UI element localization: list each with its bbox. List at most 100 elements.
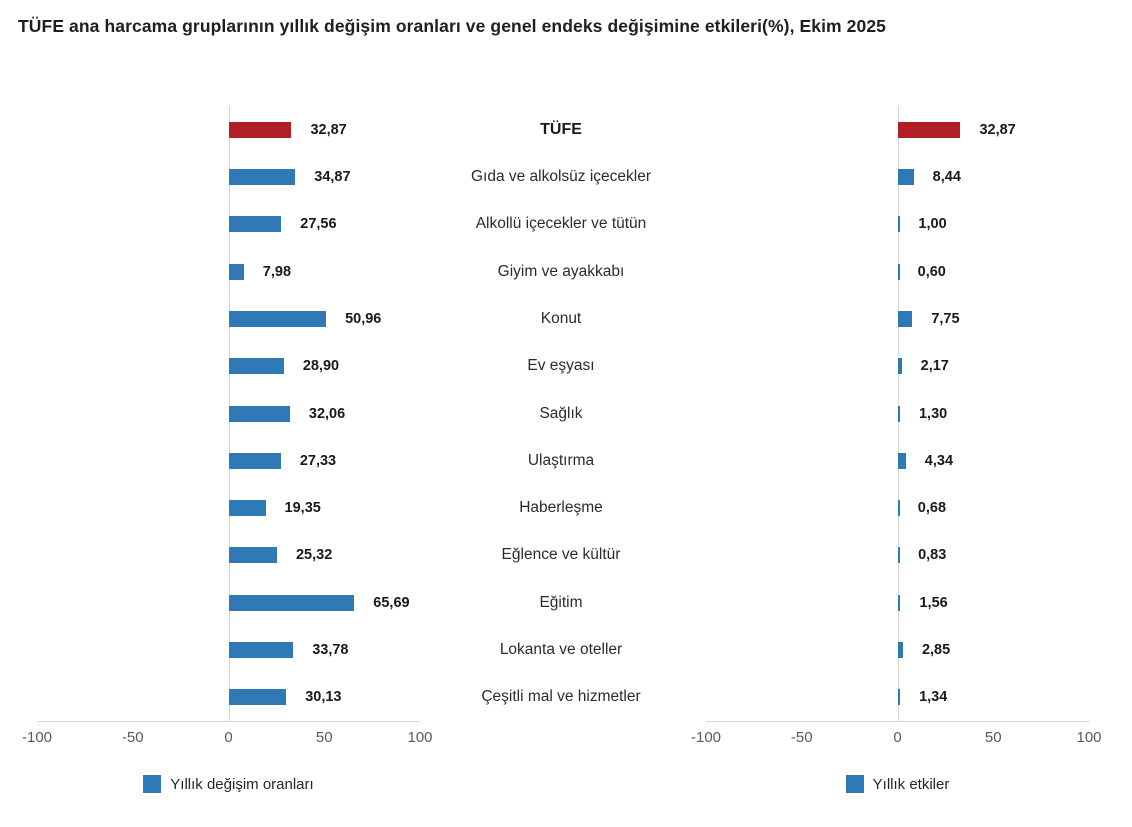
- category-label: TÜFE: [540, 120, 582, 138]
- tick-label: 100: [1076, 729, 1102, 746]
- legend-swatch-icon: [845, 775, 864, 793]
- x-axis-left: -100 -50 0 50 100: [22, 729, 433, 749]
- category-label: Eğlence ve kültür: [501, 546, 621, 564]
- bar-value-label: 4,34: [924, 452, 954, 469]
- bar-value-label: 27,56: [300, 216, 337, 233]
- bar: [897, 452, 906, 469]
- bar: [897, 358, 902, 375]
- bar-row: 32,87: [37, 106, 420, 153]
- bar: [897, 216, 900, 233]
- bar-value-label: 0,68: [917, 500, 947, 517]
- tick-label: -50: [790, 729, 813, 746]
- bar: [897, 547, 900, 564]
- bar: [897, 500, 900, 517]
- bar-value-label: 30,13: [305, 689, 342, 706]
- bar-row: 2,85: [706, 626, 1089, 673]
- bar-value-label: 2,17: [920, 358, 949, 375]
- category-column: TÜFE Gıda ve alkolsüz içecekler Alkollü iç…: [420, 106, 702, 721]
- annual-change-chart: 32,87 34,87 27,56 7,98 50,96 28,90 32,06 27,33 1…: [37, 106, 420, 722]
- bar: [228, 500, 266, 517]
- category-label: Gıda ve alkolsüz içecekler: [470, 167, 652, 185]
- category-label: Haberleşme: [519, 499, 603, 517]
- bar-value-label: 27,33: [299, 452, 337, 469]
- bar-value-label: 0,60: [917, 263, 946, 280]
- category-label: Çeşitli mal ve hizmetler: [481, 688, 641, 706]
- legend-annual-change: Yıllık değişim oranları: [37, 772, 420, 796]
- annual-effects-chart: 32,87 8,44 1,00 0,60 7,75 2,17 1,30 4,34 0,68 0,8…: [706, 106, 1089, 722]
- bar-row: 7,75: [706, 295, 1089, 342]
- annual-change-bars: 32,87 34,87 27,56 7,98 50,96 28,90 32,06 27,33 1…: [37, 106, 420, 721]
- category-label: Sağlık: [539, 404, 583, 422]
- bar-row: 27,56: [37, 201, 420, 248]
- bar-value-label: 1,00: [918, 216, 947, 233]
- bar-row: 30,13: [37, 674, 420, 721]
- bar-row: 1,34: [706, 674, 1089, 721]
- bar-row: 33,78: [37, 626, 420, 673]
- bar-row: 1,00: [706, 201, 1089, 248]
- bar-value-label: 25,32: [295, 547, 333, 564]
- category-label: Giyim ve ayakkabı: [497, 262, 625, 280]
- bar-value-label: 32,87: [979, 121, 1016, 138]
- bar: [897, 642, 903, 659]
- bar: [897, 594, 901, 611]
- category-label: Konut: [540, 309, 582, 327]
- bar-value-label: 65,69: [373, 594, 410, 611]
- bar-row: 25,32: [37, 532, 420, 579]
- bar-highlight: [897, 121, 961, 138]
- tick-label: 50: [984, 729, 1002, 746]
- legend-annual-effects: Yıllık etkiler: [706, 772, 1089, 796]
- bar: [228, 594, 355, 611]
- bar-row: 34,87: [37, 153, 420, 200]
- bar: [228, 358, 284, 375]
- legend-swatch-icon: [143, 775, 162, 793]
- x-axis-right: -100 -50 0 50 100: [691, 729, 1102, 749]
- tick-label: 0: [224, 729, 233, 746]
- bar-row: 1,30: [706, 390, 1089, 437]
- bar: [228, 310, 327, 327]
- bar-value-label: 50,96: [345, 310, 382, 327]
- bar-value-label: 2,85: [921, 642, 951, 659]
- category-label: Alkollü içecekler ve tütün: [475, 215, 647, 233]
- bar-row: 0,68: [706, 485, 1089, 532]
- bar: [228, 168, 296, 185]
- tick-label: -100: [21, 729, 53, 746]
- bar: [228, 689, 287, 706]
- bar-value-label: 0,83: [918, 547, 947, 564]
- bar-row: 1,56: [706, 579, 1089, 626]
- bar-value-label: 1,30: [918, 405, 948, 422]
- bar-row: 50,96: [37, 295, 420, 342]
- bar: [897, 263, 900, 280]
- annual-effects-bars: 32,87 8,44 1,00 0,60 7,75 2,17 1,30 4,34 0,68 0,8…: [706, 106, 1089, 721]
- bar: [897, 405, 900, 422]
- bar: [228, 216, 282, 233]
- bar-value-label: 34,87: [314, 168, 351, 185]
- bar-value-label: 19,35: [284, 500, 321, 517]
- bar-row: 27,33: [37, 437, 420, 484]
- tick-label: 50: [315, 729, 333, 746]
- bar-row: 65,69: [37, 579, 420, 626]
- bar: [897, 689, 901, 706]
- bar-row: 28,90: [37, 343, 420, 390]
- bar: [228, 642, 294, 659]
- category-label: Ev eşyası: [527, 357, 595, 375]
- bar: [228, 547, 277, 564]
- bar: [228, 263, 244, 280]
- bar-value-label: 28,90: [302, 358, 340, 375]
- tick-label: -50: [121, 729, 144, 746]
- bar: [897, 168, 914, 185]
- bar-row: 32,87: [706, 106, 1089, 153]
- category-label: Lokanta ve oteller: [499, 641, 623, 659]
- category-label: Ulaştırma: [527, 451, 595, 469]
- bar-value-label: 1,56: [919, 594, 948, 611]
- bar-value-label: 8,44: [932, 168, 961, 185]
- bar-row: 7,98: [37, 248, 420, 295]
- bar-value-label: 32,87: [310, 121, 347, 138]
- bar-value-label: 32,06: [308, 405, 346, 422]
- bar-row: 32,06: [37, 390, 420, 437]
- chart-title: TÜFE ana harcama gruplarının yıllık deği…: [18, 16, 887, 36]
- bar-value-label: 7,98: [262, 263, 292, 280]
- bar: [897, 310, 913, 327]
- bar-highlight: [228, 121, 292, 138]
- category-label: Eğitim: [539, 593, 583, 611]
